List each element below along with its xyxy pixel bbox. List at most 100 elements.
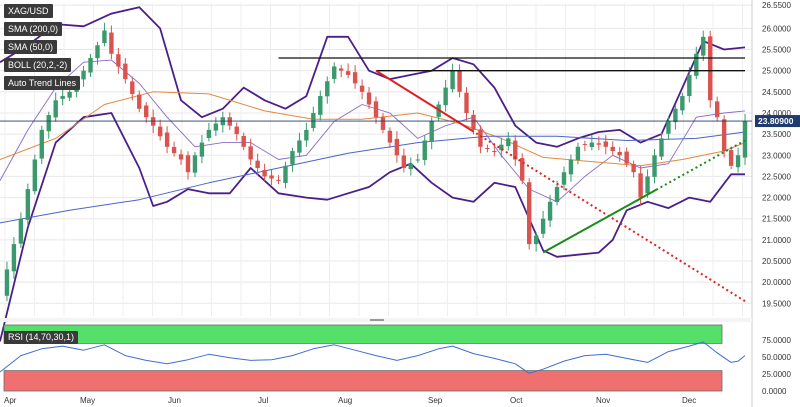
candle-body xyxy=(526,182,532,245)
legend-sma50[interactable]: SMA (50,0) xyxy=(4,40,58,54)
candle-body xyxy=(673,108,678,123)
candle-body xyxy=(387,130,393,143)
candle-body xyxy=(269,175,274,179)
candle-body xyxy=(366,92,372,105)
y-tick-label: 21.0000 xyxy=(762,236,791,245)
y-tick-label: 26.5500 xyxy=(762,1,791,10)
legend-sma200[interactable]: SMA (200,0) xyxy=(4,22,63,36)
candle-body xyxy=(67,91,72,98)
rsi-oversold-zone xyxy=(3,370,723,392)
candle-body xyxy=(241,135,246,147)
candle-body xyxy=(610,146,615,152)
candle-body xyxy=(318,96,323,115)
candle-body xyxy=(123,63,128,80)
rsi-overbought-zone xyxy=(3,324,723,344)
candle-body xyxy=(728,150,734,166)
candle-body xyxy=(248,146,253,160)
candle-body xyxy=(568,159,574,175)
candle-body xyxy=(332,66,337,79)
candle-body xyxy=(192,155,198,173)
up-trend-line xyxy=(542,188,657,254)
candle-body xyxy=(199,142,205,157)
candle-body xyxy=(680,96,685,111)
x-tick-label: Aug xyxy=(338,396,352,405)
candle-body xyxy=(234,126,239,135)
candle-body xyxy=(506,138,511,147)
candle-body xyxy=(533,235,539,245)
up-trend-extension xyxy=(655,139,746,191)
candle-body xyxy=(708,36,713,101)
rsi-tick-label: 0.0000 xyxy=(762,387,787,396)
candle-body xyxy=(582,144,588,146)
candle-body xyxy=(513,140,518,160)
rsi-indicator-label[interactable]: RSI (14,70,30,1) xyxy=(4,331,79,344)
candle-body xyxy=(721,119,727,152)
y-tick-label: 26.0000 xyxy=(762,24,791,33)
candle-body xyxy=(575,146,581,160)
y-tick-label: 25.5000 xyxy=(762,46,791,55)
candle-body xyxy=(485,147,490,149)
candle-body xyxy=(464,92,469,113)
candle-body xyxy=(46,115,51,132)
candle-body xyxy=(638,173,643,198)
y-tick-label: 19.5000 xyxy=(762,299,791,308)
x-tick-label: Apr xyxy=(4,396,17,405)
candle-body xyxy=(645,176,650,194)
candle-body xyxy=(652,155,657,177)
legend-trend-lines[interactable]: Auto Trend Lines xyxy=(4,76,81,90)
candle-body xyxy=(596,143,602,145)
panel-resize-handle xyxy=(370,319,384,321)
candle-body xyxy=(492,151,497,153)
candle-body xyxy=(276,179,281,181)
y-tick-label: 22.0000 xyxy=(762,194,791,203)
x-tick-label: Oct xyxy=(510,396,523,405)
y-tick-label: 22.5000 xyxy=(762,172,791,181)
down-trend-line xyxy=(375,69,473,132)
y-tick-label: 23.5000 xyxy=(762,130,791,139)
candle-body xyxy=(137,94,142,109)
candle-body xyxy=(185,155,191,173)
candle-body xyxy=(478,129,483,147)
legend-symbol[interactable]: XAG/USD xyxy=(4,4,53,18)
candle-body xyxy=(701,36,706,56)
candle-body xyxy=(554,186,560,203)
candle-body xyxy=(178,154,184,160)
candle-body xyxy=(394,138,400,156)
candle-body xyxy=(290,151,295,165)
x-tick-label: Jul xyxy=(258,396,268,405)
x-tick-label: Nov xyxy=(596,396,610,405)
candle-body xyxy=(39,129,44,159)
candle-body xyxy=(603,141,608,147)
candle-body xyxy=(311,112,316,129)
candle-body xyxy=(213,123,219,131)
rsi-line xyxy=(0,341,746,374)
candle-body xyxy=(206,129,212,138)
candle-body xyxy=(345,71,351,75)
candle-body xyxy=(457,70,462,92)
rsi-tick-label: 25.0000 xyxy=(762,370,791,379)
x-tick-label: Sep xyxy=(428,396,443,405)
x-tick-label: Dec xyxy=(682,396,696,405)
legend-boll[interactable]: BOLL (20,2,-2) xyxy=(4,58,72,72)
candle-body xyxy=(666,121,671,134)
candle-body xyxy=(25,189,31,220)
candle-body xyxy=(631,163,636,173)
candle-body xyxy=(95,45,100,59)
candle-body xyxy=(540,218,546,234)
x-tick-label: May xyxy=(80,396,95,405)
candle-body xyxy=(694,53,699,76)
candle-body xyxy=(60,96,65,99)
candle-body xyxy=(401,155,407,168)
rsi-tick-label: 75.0000 xyxy=(762,336,791,345)
candle-body xyxy=(4,269,10,296)
last-price-badge xyxy=(755,115,800,128)
candle-body xyxy=(735,155,741,168)
candle-body xyxy=(659,138,664,157)
y-tick-label: 24.0000 xyxy=(762,109,791,118)
candle-body xyxy=(109,32,114,54)
candle-body xyxy=(443,87,448,106)
candle-body xyxy=(102,30,107,43)
candle-body xyxy=(520,158,525,181)
candle-body xyxy=(88,57,93,73)
